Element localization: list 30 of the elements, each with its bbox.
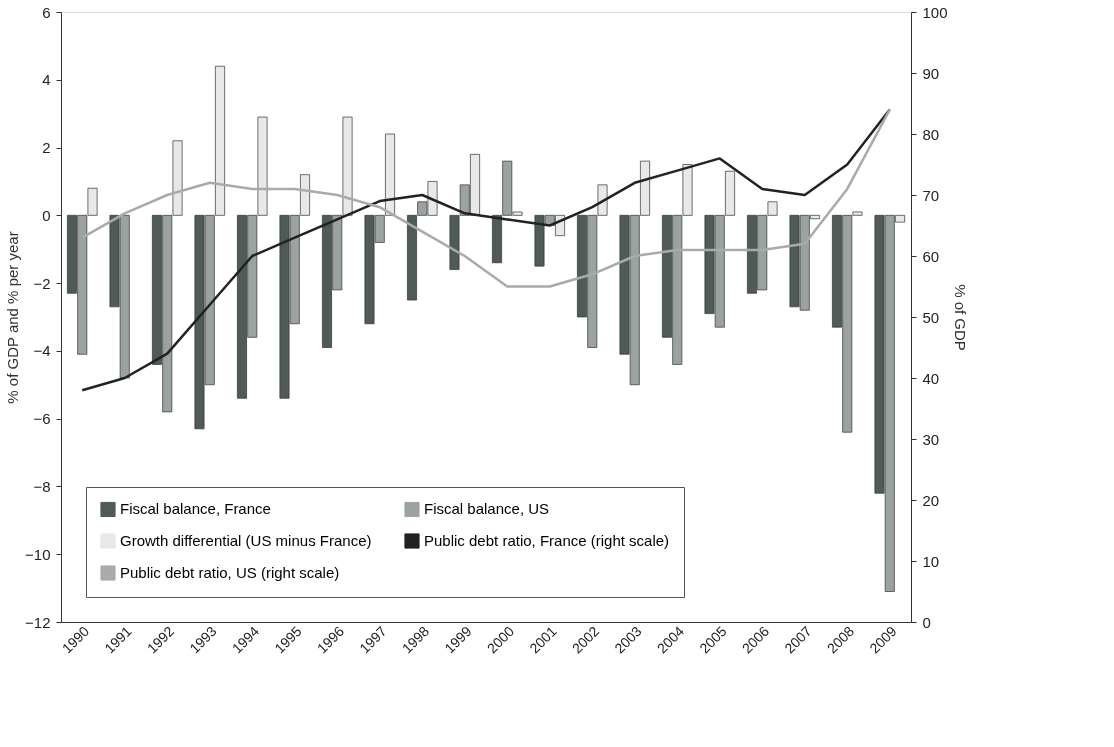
y2-axis-title: % of GDP	[951, 284, 969, 351]
legend-label: Public debt ratio, France (right scale)	[424, 532, 670, 549]
y2-tick-label: 80	[922, 125, 940, 143]
y2-tick-label: 10	[922, 552, 940, 570]
y2-tick-label: 40	[922, 369, 940, 387]
legend-label: Fiscal balance, France	[120, 500, 271, 518]
y-tick-label: 6	[42, 3, 51, 21]
y-tick-label: −4	[33, 342, 51, 360]
legend-label: Growth differential (US minus France)	[120, 532, 372, 549]
y-tick-label: −6	[33, 410, 51, 428]
y2-tick-label: 30	[922, 430, 940, 448]
y2-tick-label: 50	[922, 308, 940, 326]
y2-tick-label: 0	[922, 613, 931, 631]
y-tick-label: −12	[25, 613, 51, 631]
y-tick-label: 2	[42, 139, 51, 157]
y-tick-label: 4	[42, 71, 51, 89]
line-series	[81, 108, 891, 392]
legend-label: Fiscal balance, US	[424, 500, 550, 518]
y2-tick-label: 20	[922, 491, 940, 509]
y-axis-title: % of GDP and % per year	[4, 231, 22, 404]
y2-tick-label: 100	[922, 3, 948, 21]
legend-label: Public debt ratio, US (right scale)	[120, 564, 340, 581]
y-tick-label: −10	[25, 545, 51, 563]
y2-tick-label: 60	[922, 247, 940, 265]
line-series	[81, 108, 891, 288]
y2-tick-label: 70	[922, 186, 940, 204]
y-tick-label: −8	[33, 477, 51, 495]
y-tick-label: 0	[42, 206, 51, 224]
y2-tick-label: 90	[922, 64, 940, 82]
y-tick-label: −2	[33, 274, 51, 292]
